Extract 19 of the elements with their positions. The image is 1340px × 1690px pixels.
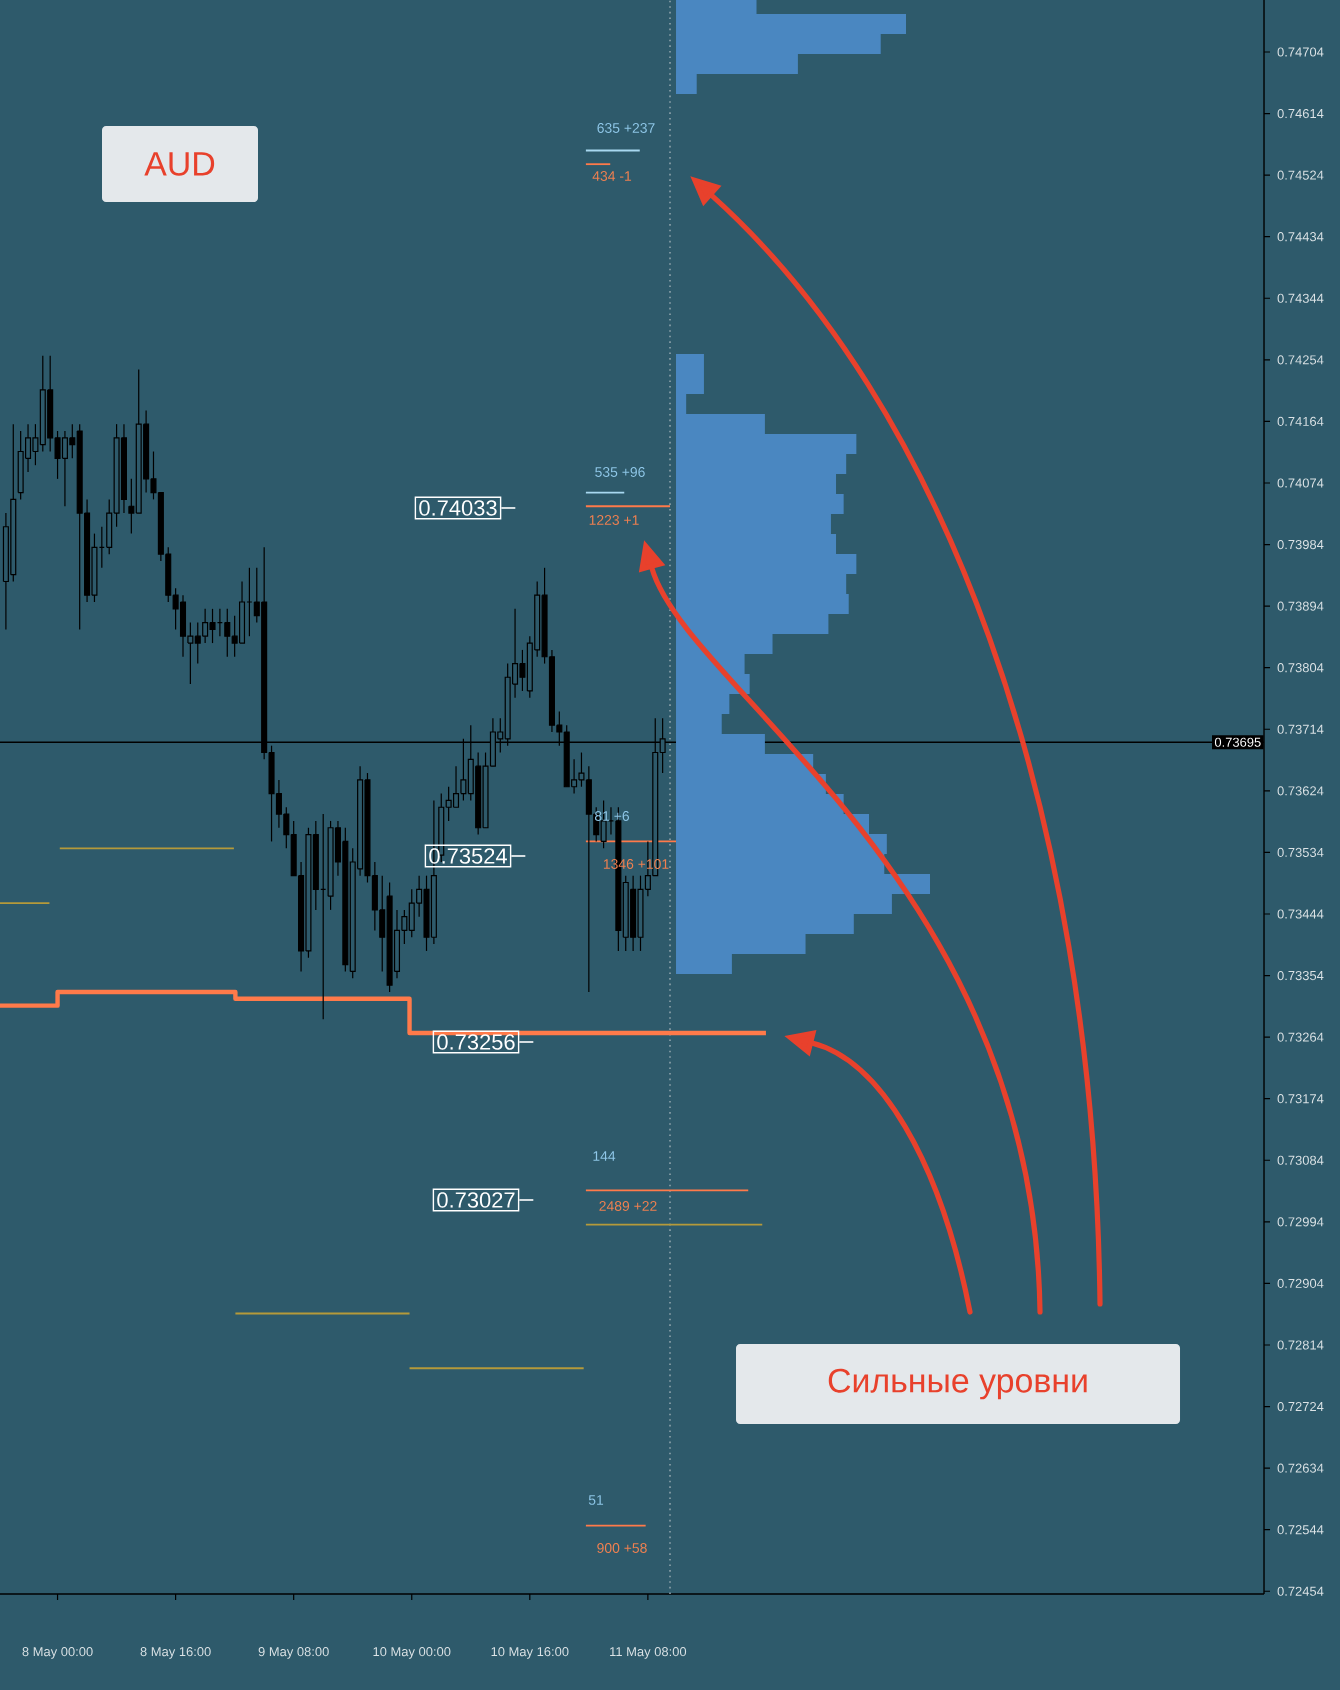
- candlestick: [202, 608, 209, 644]
- candlestick: [224, 608, 231, 658]
- annotation: 0.74033: [419, 500, 497, 516]
- candlestick: [630, 875, 637, 952]
- annotation: 0.73027: [437, 1192, 515, 1208]
- candlestick: [209, 608, 216, 644]
- annotation: 0.73524: [429, 848, 507, 864]
- candlestick: [17, 430, 24, 500]
- candlestick: [61, 430, 68, 507]
- candlestick: [423, 875, 430, 952]
- text: AUD: [144, 152, 215, 176]
- candlestick: [585, 765, 592, 993]
- candlestick: [179, 594, 187, 658]
- candlestick: [238, 580, 246, 644]
- annotation: Сильные уровни: [828, 1368, 1087, 1400]
- candlestick: [452, 765, 460, 808]
- candlestick: [519, 649, 526, 692]
- annotation: 0.73256: [437, 1034, 515, 1050]
- candlestick: [47, 355, 54, 453]
